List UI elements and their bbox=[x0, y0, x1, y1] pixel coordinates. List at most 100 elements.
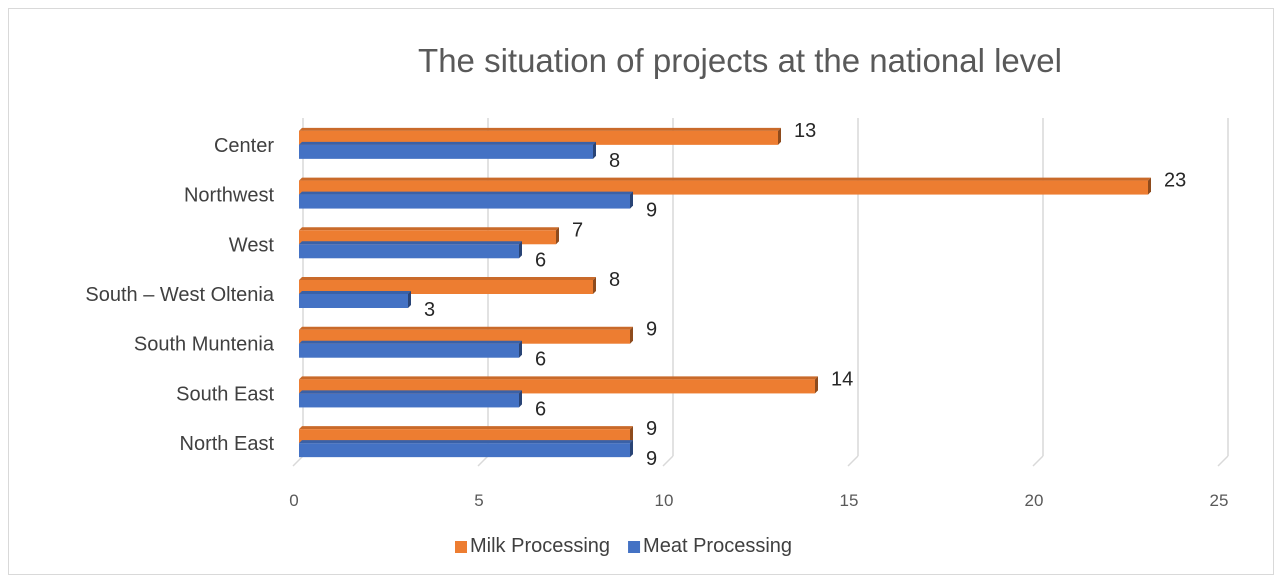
category-label: Northwest bbox=[184, 185, 274, 207]
legend-swatch bbox=[455, 541, 467, 553]
gridline-foot bbox=[292, 455, 304, 467]
bar-meat-processing bbox=[299, 340, 522, 358]
legend-label: Milk Processing bbox=[470, 535, 610, 557]
bar-top-face bbox=[299, 426, 633, 430]
gridline-foot bbox=[1217, 455, 1229, 467]
bar-front-face bbox=[299, 443, 630, 458]
data-label: 8 bbox=[609, 269, 620, 291]
legend-item-milk: Milk Processing bbox=[455, 535, 610, 557]
data-label: 23 bbox=[1164, 170, 1186, 192]
data-label: 9 bbox=[646, 448, 657, 470]
bar-end-face bbox=[519, 340, 522, 358]
bar-end-face bbox=[630, 191, 633, 209]
bar-end-face bbox=[556, 227, 559, 245]
legend-swatch bbox=[628, 541, 641, 553]
legend-item-meat: Meat Processing bbox=[628, 535, 792, 557]
legend: Milk Processing Meat Processing bbox=[455, 535, 792, 557]
chart-frame bbox=[8, 8, 1274, 575]
gridline-foot bbox=[847, 455, 859, 467]
bar-front-face bbox=[299, 130, 778, 145]
bar-top-face bbox=[299, 440, 633, 444]
category-label: West bbox=[229, 234, 275, 256]
bar-end-face bbox=[778, 127, 781, 145]
bar-top-face bbox=[299, 340, 522, 344]
bar-meat-processing bbox=[299, 241, 522, 259]
bar-milk-processing bbox=[299, 426, 633, 444]
bar-top-face bbox=[299, 376, 818, 380]
bar-front-face bbox=[299, 244, 519, 259]
bar-front-face bbox=[299, 194, 630, 209]
data-label: 6 bbox=[535, 249, 546, 271]
category-label: North East bbox=[180, 433, 275, 455]
bar-top-face bbox=[299, 141, 596, 145]
bar-end-face bbox=[519, 390, 522, 408]
data-label: 14 bbox=[831, 368, 853, 390]
bar-milk-processing bbox=[299, 326, 633, 344]
bar-front-face bbox=[299, 180, 1148, 195]
bar-top-face bbox=[299, 227, 559, 231]
bar-end-face bbox=[593, 141, 596, 159]
bar-top-face bbox=[299, 277, 596, 280]
bar-end-face bbox=[1148, 177, 1151, 195]
x-axis-ticks: 0 5 10 15 20 25 bbox=[289, 491, 1228, 510]
gridline-foot bbox=[662, 455, 674, 467]
bar-front-face bbox=[299, 144, 593, 159]
bars-layer bbox=[299, 127, 1151, 458]
gridline-foot bbox=[1032, 455, 1044, 467]
bar-front-face bbox=[299, 329, 630, 344]
chart-title: The situation of projects at the nationa… bbox=[418, 42, 1062, 79]
bar-top-face bbox=[299, 127, 781, 131]
bar-meat-processing bbox=[299, 141, 596, 159]
data-label: 13 bbox=[794, 120, 816, 142]
bar-meat-processing bbox=[299, 390, 522, 408]
bar-top-face bbox=[299, 326, 633, 330]
bar-milk-processing bbox=[299, 376, 818, 394]
bar-front-face bbox=[299, 429, 630, 444]
gridline-foot bbox=[477, 455, 489, 467]
bar-front-face bbox=[299, 280, 593, 294]
data-label: 6 bbox=[535, 398, 546, 420]
legend-label: Meat Processing bbox=[643, 535, 792, 557]
bar-top-face bbox=[299, 291, 411, 294]
category-label: South – West Oltenia bbox=[85, 284, 275, 306]
data-label: 8 bbox=[609, 150, 620, 172]
data-label: 9 bbox=[646, 418, 657, 440]
data-label: 3 bbox=[424, 299, 435, 321]
data-label: 7 bbox=[572, 219, 583, 241]
bar-milk-processing bbox=[299, 277, 596, 294]
data-labels-layer: 13 8 23 9 7 6 8 3 9 6 14 6 9 9 bbox=[424, 120, 1186, 470]
category-labels: Center Northwest West South – West Oltenia S… bbox=[85, 135, 275, 455]
bar-top-face bbox=[299, 191, 633, 195]
bar-meat-processing bbox=[299, 291, 411, 308]
data-label: 6 bbox=[535, 349, 546, 371]
data-label: 9 bbox=[646, 319, 657, 341]
bar-end-face bbox=[815, 376, 818, 394]
bar-end-face bbox=[630, 326, 633, 344]
x-tick-label: 0 bbox=[289, 491, 298, 510]
bar-end-face bbox=[593, 277, 596, 294]
bar-front-face bbox=[299, 343, 519, 358]
bar-top-face bbox=[299, 390, 522, 394]
bar-meat-processing bbox=[299, 440, 633, 458]
x-tick-label: 20 bbox=[1025, 491, 1044, 510]
data-label: 9 bbox=[646, 200, 657, 222]
category-label: Center bbox=[214, 135, 274, 157]
x-tick-label: 10 bbox=[655, 491, 674, 510]
category-label: South Muntenia bbox=[134, 334, 275, 356]
x-tick-label: 5 bbox=[474, 491, 483, 510]
bar-meat-processing bbox=[299, 191, 633, 209]
bar-top-face bbox=[299, 241, 522, 245]
bar-end-face bbox=[519, 241, 522, 259]
bar-end-face bbox=[408, 291, 411, 308]
bar-front-face bbox=[299, 379, 815, 394]
bar-front-face bbox=[299, 230, 556, 245]
bar-end-face bbox=[630, 426, 633, 444]
bar-milk-processing bbox=[299, 227, 559, 245]
bar-front-face bbox=[299, 294, 408, 308]
x-tick-label: 25 bbox=[1210, 491, 1229, 510]
bar-milk-processing bbox=[299, 127, 781, 145]
bar-front-face bbox=[299, 393, 519, 408]
category-label: South East bbox=[176, 383, 274, 405]
bar-top-face bbox=[299, 177, 1151, 181]
